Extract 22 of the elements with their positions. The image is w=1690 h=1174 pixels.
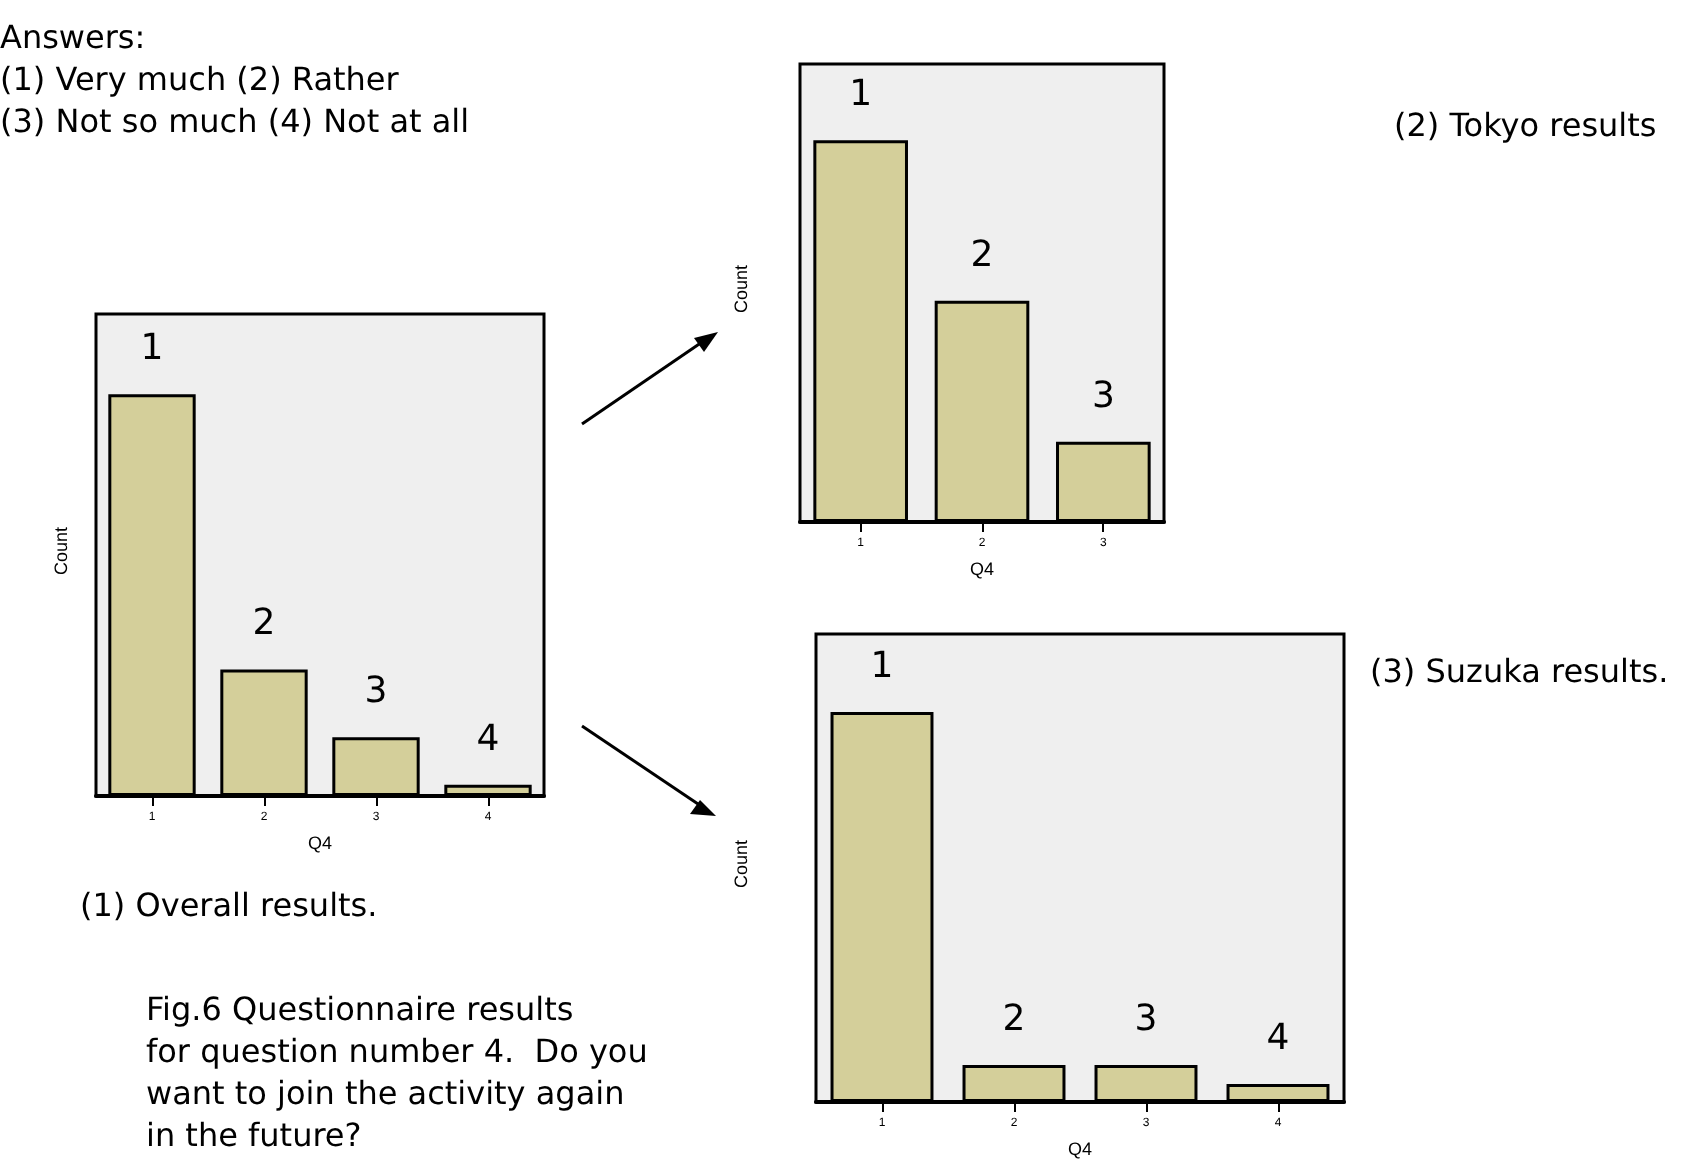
x-axis-title: Q4 (1067, 1138, 1093, 1159)
category-label: 2 (1002, 997, 1026, 1040)
text: (2) Tokyo results (1394, 104, 1657, 146)
category-label: 4 (1266, 1017, 1290, 1060)
category-label: 3 (364, 670, 388, 713)
category-label: 2 (970, 233, 994, 276)
category-label: 1 (870, 645, 894, 687)
x-axis-title: Q4 (969, 558, 995, 579)
category-label: 1 (849, 73, 873, 116)
category-label: 3 (1134, 997, 1158, 1040)
text: (1) Overall results. (80, 884, 378, 926)
y-axis-title: Count (51, 526, 71, 576)
x-axis-title: Q4 (307, 832, 333, 853)
text: (3) Suzuka results. (1370, 650, 1669, 692)
category-label: 3 (1091, 374, 1115, 417)
category-label: 4 (476, 717, 500, 760)
y-axis-title: Count (731, 839, 751, 889)
caption: Fig.6 Questionnaire results for question number 4. Do you want to join the activity again in the future? (146, 988, 648, 1156)
category-label: 1 (140, 327, 164, 370)
y-axis-title: Count (731, 264, 751, 314)
text: Answers: (1) Very much (2) Rather (3) Not so much (4) Not at all (0, 16, 470, 142)
category-label: 2 (252, 602, 276, 645)
